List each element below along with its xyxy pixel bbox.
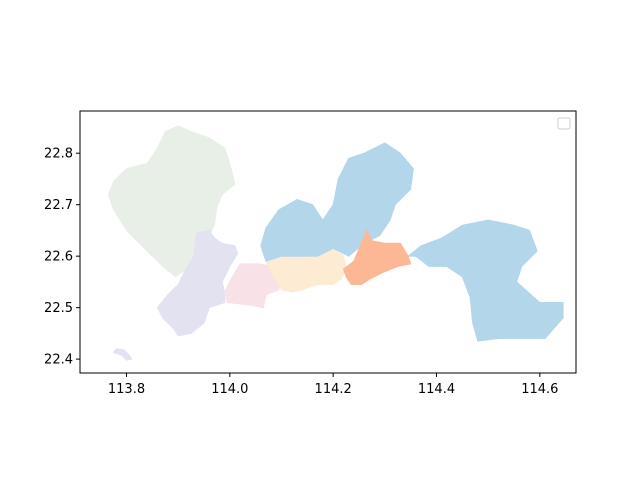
y-tick-label: 22.8 bbox=[44, 147, 73, 162]
y-tick-label: 22.4 bbox=[44, 353, 73, 368]
region-southwest-islet bbox=[113, 348, 133, 361]
y-axis: 22.4 22.5 22.6 22.7 22.8 bbox=[44, 147, 80, 368]
y-tick-label: 22.7 bbox=[44, 198, 73, 213]
x-tick-label: 113.8 bbox=[108, 382, 145, 397]
x-tick-label: 114.4 bbox=[418, 382, 455, 397]
region-southwest bbox=[157, 229, 239, 337]
y-tick-label: 22.6 bbox=[44, 250, 73, 265]
x-tick-label: 114.2 bbox=[315, 382, 352, 397]
region-east bbox=[407, 219, 564, 342]
region-southeast-coast bbox=[343, 229, 412, 285]
legend-box bbox=[557, 117, 571, 130]
x-tick-label: 114.6 bbox=[521, 382, 558, 397]
plot-frame bbox=[79, 110, 577, 374]
x-axis: 113.8 114.0 114.2 114.4 114.6 bbox=[108, 373, 558, 397]
region-north bbox=[260, 142, 414, 262]
y-tick-label: 22.5 bbox=[44, 301, 73, 316]
x-tick-label: 114.0 bbox=[211, 382, 248, 397]
regions-layer bbox=[107, 125, 564, 361]
